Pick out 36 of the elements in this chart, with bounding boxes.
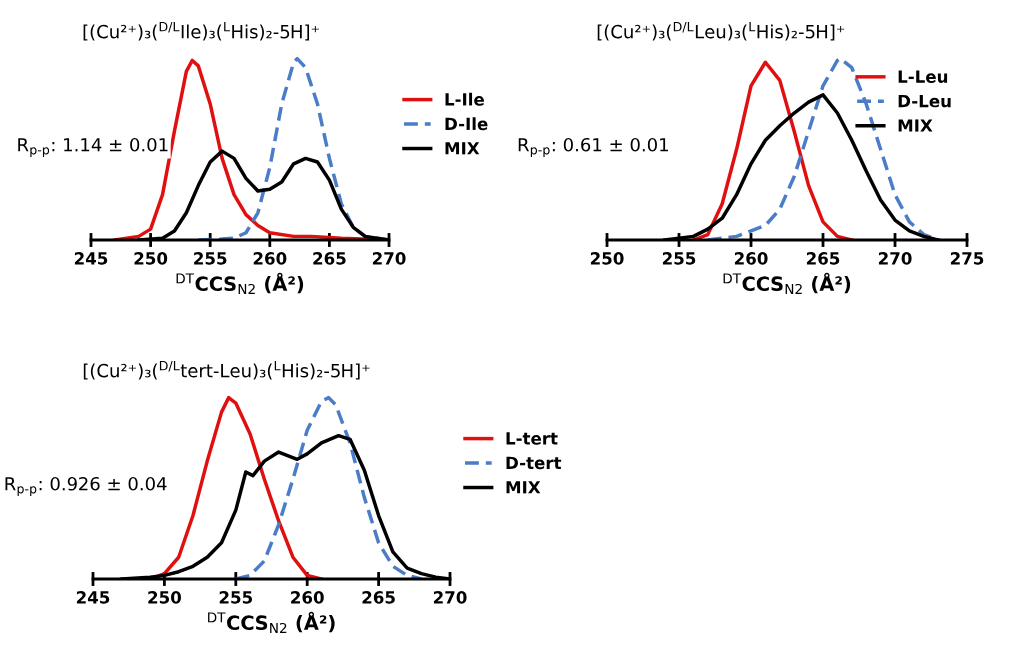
- x-tick-label: 255: [219, 591, 253, 604]
- chart-title: [(Cu²⁺)₃($^{D/L}$tert-Leu)₃($^{L}$His)₂-5H]⁺: [83, 361, 370, 380]
- x-tick-label: 250: [134, 252, 168, 265]
- annotation: R$_{p-p}$: 0.926 ± 0.04: [5, 476, 167, 496]
- x-axis-title: $^{DT}$CCS$_{N2}$ (Å²): [176, 272, 304, 294]
- annotation: R$_{p-p}$: 0.61 ± 0.01: [518, 137, 668, 157]
- x-tick-label: 265: [806, 252, 840, 265]
- x-tick-label: 250: [148, 591, 181, 604]
- legend-label: MIX: [898, 119, 933, 132]
- x-tick-label: 265: [362, 591, 395, 604]
- x-tick-label: 245: [74, 252, 108, 265]
- x-tick-label: 255: [662, 252, 696, 265]
- chart-title: [(Cu²⁺)₃($^{D/L}$Leu)₃($^{L}$His)₂-5H]⁺: [597, 22, 845, 41]
- x-tick-label: 265: [313, 252, 346, 265]
- x-tick-label: 270: [878, 252, 912, 265]
- annotation: R$_{p-p}$: 1.14 ± 0.01: [18, 137, 168, 157]
- x-tick-label: 250: [590, 252, 624, 265]
- x-tick-label: 255: [194, 252, 227, 265]
- x-tick-label: 275: [950, 252, 984, 265]
- x-axis-title: $^{DT}$CCS$_{N2}$ (Å²): [723, 272, 851, 294]
- x-tick-label: 260: [734, 252, 768, 265]
- legend-label: L-Leu: [898, 70, 948, 83]
- x-tick-label: 260: [253, 252, 287, 265]
- legend-label: L-Ile: [445, 92, 484, 106]
- legend-label: L-tert: [506, 432, 558, 445]
- legend-label: D-Leu: [898, 94, 951, 108]
- legend-label: MIX: [445, 142, 480, 155]
- legend-label: MIX: [506, 481, 541, 494]
- chart-title: [(Cu²⁺)₃($^{D/L}$Ile)₃($^{L}$His)₂-5H]⁺: [83, 22, 319, 41]
- x-tick-label: 270: [433, 591, 467, 604]
- legend-label: D-tert: [506, 456, 562, 470]
- x-tick-label: 260: [291, 591, 324, 604]
- x-tick-label: 270: [372, 252, 406, 265]
- legend-label: D-Ile: [445, 117, 488, 131]
- x-axis-title: $^{DT}$CCS$_{N2}$ (Å²): [208, 611, 335, 633]
- x-tick-label: 245: [76, 591, 110, 604]
